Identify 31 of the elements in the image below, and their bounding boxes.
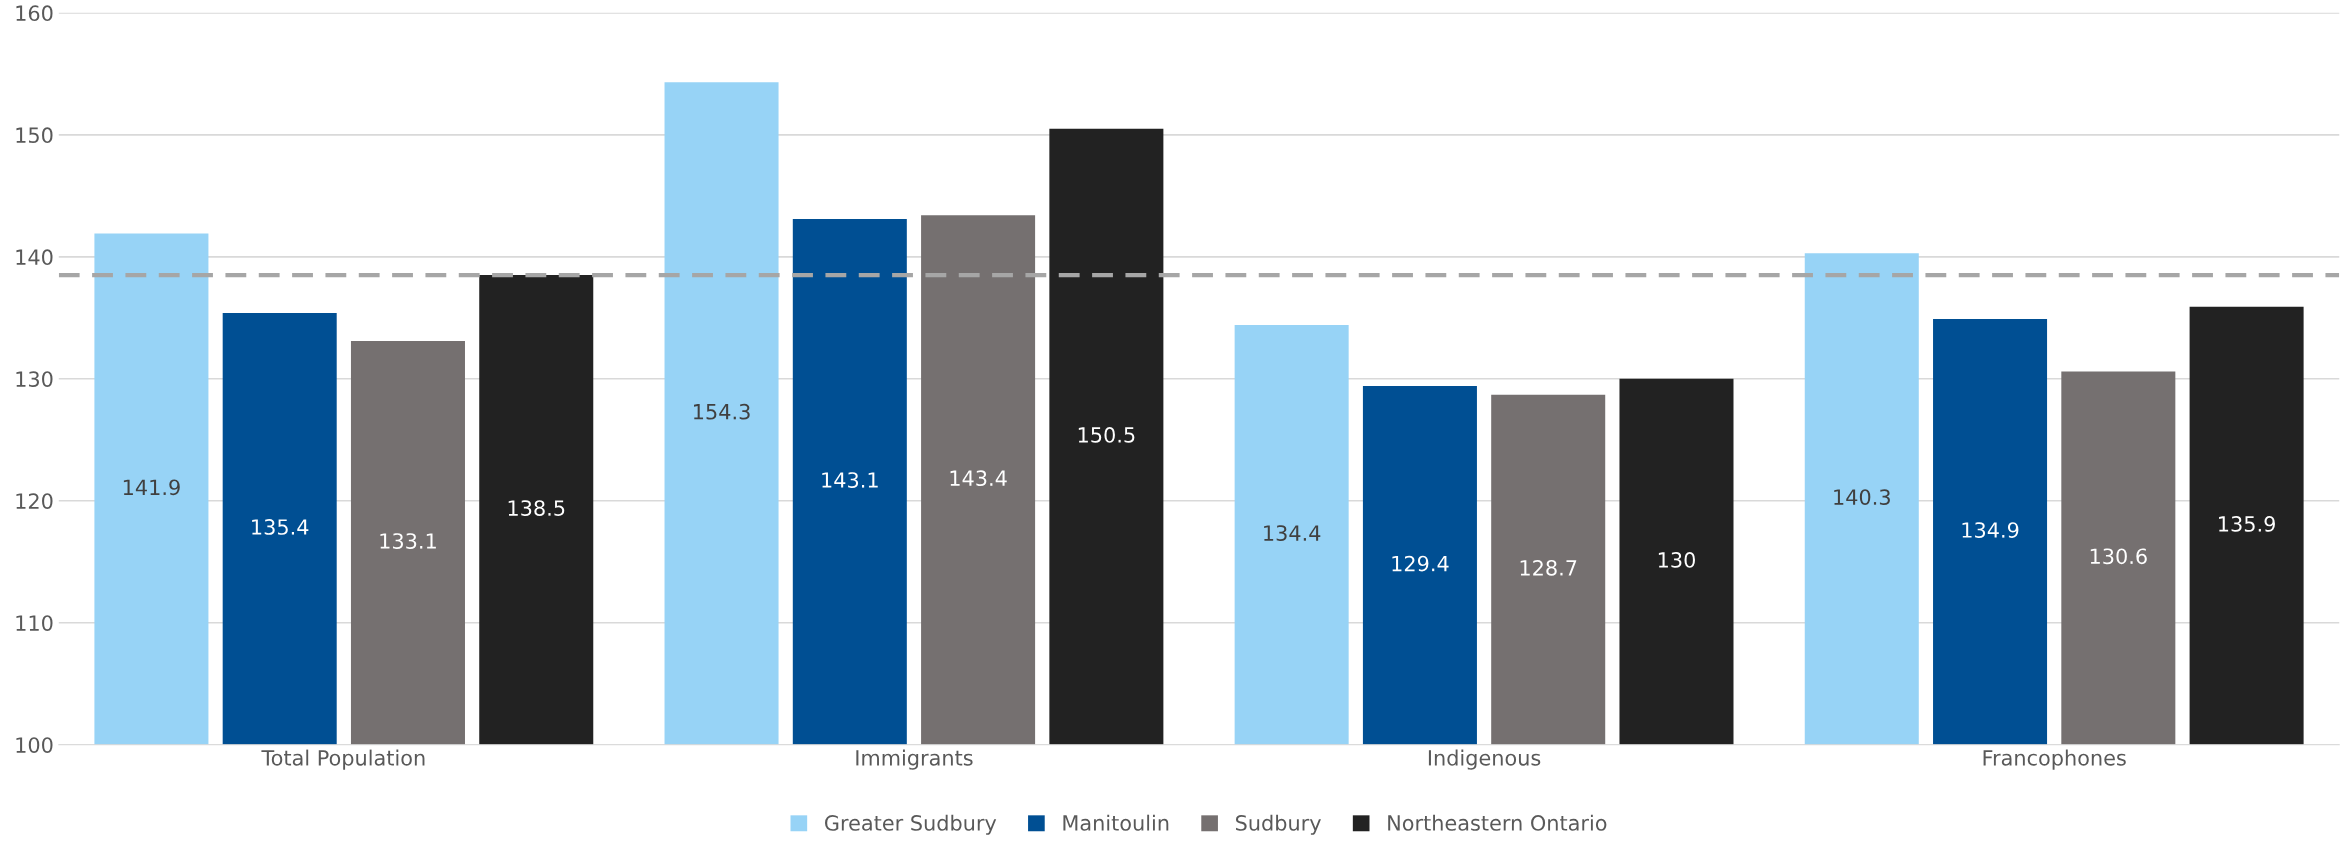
legend-label: Manitoulin xyxy=(1063,814,1169,831)
data-label: 143.1 xyxy=(822,472,878,488)
data-label: 135.9 xyxy=(2219,516,2275,532)
data-label: 143.4 xyxy=(950,470,1007,487)
y-tick-label: 140 xyxy=(16,249,53,266)
data-label: 130.6 xyxy=(2090,548,2147,565)
data-label: 135.4 xyxy=(252,519,309,535)
data-label: 150.5 xyxy=(1078,427,1135,443)
data-label: 134.9 xyxy=(1962,522,2019,538)
legend-label: Northeastern Ontario xyxy=(1388,814,1607,831)
data-label: 134.4 xyxy=(1264,525,1321,541)
data-label: 140.3 xyxy=(1834,489,1890,505)
data-label: 138.5 xyxy=(508,500,565,516)
y-tick-label: 100 xyxy=(16,737,53,753)
y-tick-label: 120 xyxy=(16,493,53,509)
x-tick-label: Indigenous xyxy=(1428,749,1541,770)
legend-label: Greater Sudbury xyxy=(825,814,997,835)
data-label: 129.4 xyxy=(1392,555,1449,572)
x-tick-label: Total Population xyxy=(261,749,425,770)
y-tick-label: 110 xyxy=(16,615,53,631)
data-label: 128.7 xyxy=(1520,559,1577,576)
data-label: 133.1 xyxy=(380,533,436,549)
data-label: 130 xyxy=(1658,552,1695,568)
data-label: 141.9 xyxy=(123,479,180,496)
legend-label: Sudbury xyxy=(1235,814,1321,835)
y-tick-label: 130 xyxy=(16,371,53,387)
x-tick-label: Francophones xyxy=(1983,749,2126,770)
y-tick-label: 150 xyxy=(16,127,53,144)
data-label: 154.3 xyxy=(694,403,750,420)
y-tick-label: 160 xyxy=(16,5,53,22)
x-tick-label: Immigrants xyxy=(856,749,973,770)
